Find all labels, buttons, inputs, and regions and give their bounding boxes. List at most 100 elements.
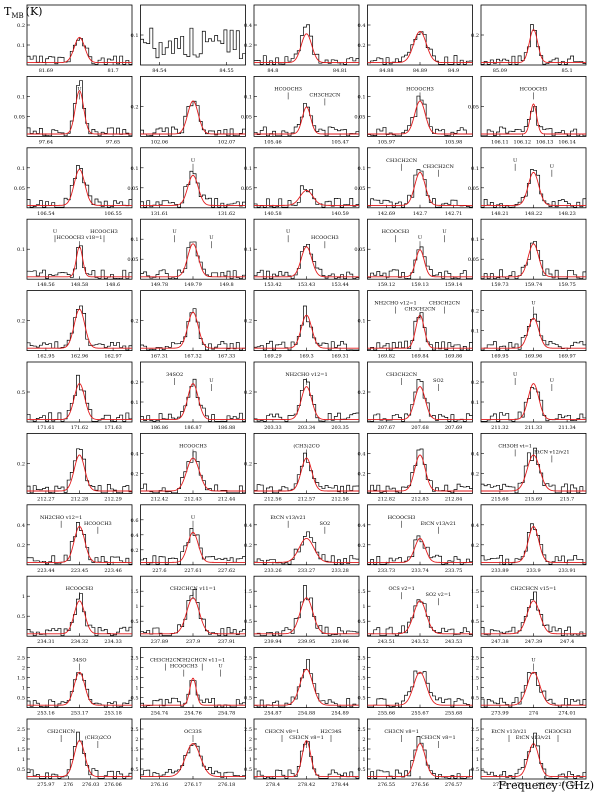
x-tick-label: 153.42: [264, 282, 282, 288]
observed-spectrum: [367, 448, 473, 494]
line-annotation: CH2CHCN v11=1: [179, 658, 225, 664]
x-tick-label: 169.31: [331, 354, 349, 360]
y-tick-label: 1: [135, 604, 138, 610]
y-tick-label: 0.1: [131, 33, 139, 39]
y-tick-label: 0.5: [471, 619, 479, 625]
x-tick-label: 148.23: [558, 211, 576, 217]
x-tick-label: 274: [529, 711, 539, 717]
x-tick-label: 186.88: [218, 425, 236, 431]
y-tick-label: 0.4: [244, 523, 252, 529]
y-tick-label: 0.5: [244, 619, 252, 625]
x-tick-label: 255.67: [411, 711, 429, 717]
y-tick-label: 0.2: [358, 390, 366, 396]
x-tick-label: 153.44: [331, 282, 349, 288]
x-tick-label: 277.53: [558, 782, 576, 788]
x-tick-label: 207.69: [445, 425, 463, 431]
y-tick-label: 1: [362, 604, 365, 610]
spectrum-panel: 0.5 1 1.5 2 2.5 254.74 254.76 254.78 CH3CH2CNHCO…: [131, 647, 246, 717]
y-tick-label: 1: [135, 757, 138, 763]
observed-spectrum: [254, 659, 359, 708]
spectrum-panel: 0.2 207.67 207.68 207.69 CH3CH2CN SO2: [358, 361, 473, 431]
x-tick-label: 102.07: [218, 139, 236, 145]
x-tick-label: 254.88: [298, 711, 316, 717]
spectrum-panel: 0.5 1 1.5 2 2.5 253.16 253.17 253.18 34SO: [17, 647, 133, 717]
model-spectrum: [27, 671, 132, 706]
observed-spectrum: [367, 379, 473, 422]
model-spectrum: [367, 743, 473, 778]
line-annotation: HCOOCH3: [84, 521, 112, 527]
y-tick-label: 1: [476, 604, 479, 610]
y-tick-label: 0.5: [358, 696, 366, 702]
y-tick-label: 0.1: [244, 166, 252, 172]
x-tick-label: 131.62: [218, 211, 236, 217]
x-tick-label: 211.32: [491, 425, 509, 431]
y-tick-label: 0.5: [17, 614, 25, 620]
panel-frame: [26, 718, 133, 780]
x-tick-label: 276.16: [151, 782, 169, 788]
x-tick-label: 239.94: [264, 639, 282, 645]
y-tick-label: 2.5: [244, 727, 252, 733]
panel-frame: [26, 290, 133, 352]
panel-frame: [253, 76, 360, 137]
x-tick-label: 148.22: [525, 211, 543, 217]
y-tick-label: 0.1: [17, 94, 25, 100]
line-annotation: SO2: [433, 378, 444, 384]
panel-frame: [140, 290, 246, 352]
x-tick-label: 233.28: [331, 568, 349, 574]
y-tick-label: 0.2: [131, 380, 139, 386]
spectrum-panel: 0.5 1 1.5 2 2.5 276.16 276.17 276.18 OC33S: [131, 718, 246, 788]
line-annotation: SO2: [320, 521, 331, 527]
model-spectrum: [140, 677, 246, 706]
x-tick-label: 85.1: [562, 68, 573, 74]
line-annotation: CH3CN v8=1: [384, 729, 419, 735]
x-tick-label: 247.4: [560, 639, 574, 645]
line-annotation: SO2 v2=1: [426, 592, 452, 598]
x-tick-label: 223.44: [37, 568, 55, 574]
model-spectrum: [367, 249, 473, 278]
panel-frame: [140, 718, 246, 780]
y-tick-label: 0.5: [131, 696, 139, 702]
line-annotation: U: [550, 378, 554, 384]
x-tick-label: 142.71: [445, 211, 463, 217]
x-tick-label: 247.38: [491, 639, 509, 645]
model-spectrum: [140, 100, 246, 135]
y-tick-label: 1: [135, 686, 138, 692]
observed-spectrum: [140, 743, 246, 778]
y-tick-label: 0.05: [354, 247, 365, 253]
x-tick-label: 233.27: [298, 568, 316, 574]
y-tick-label: 0.05: [468, 186, 479, 192]
spectrum-panel: 0.05 0.1 106.54 106.55: [14, 147, 133, 217]
y-tick-label: 2.5: [131, 727, 139, 733]
x-tick-label: 233.91: [558, 568, 576, 574]
x-tick-label: 253.17: [71, 711, 89, 717]
model-spectrum: [254, 189, 359, 206]
observed-spectrum: [254, 243, 359, 279]
y-tick-label: 2: [362, 737, 365, 743]
panel-frame: [26, 432, 133, 494]
y-tick-label: 1.5: [471, 589, 479, 595]
y-tick-label: 0.1: [131, 237, 139, 243]
line-annotation: CH3CN v8=1: [289, 735, 324, 741]
x-tick-label: 212.43: [184, 496, 202, 502]
model-spectrum: [481, 317, 586, 349]
line-annotation: CH3OCH3: [545, 729, 572, 735]
panel-frame: [480, 718, 587, 780]
model-spectrum: [254, 740, 359, 778]
line-annotation: (CH3)2CO: [85, 734, 111, 741]
x-axis-label: Frequency (GHz): [498, 779, 594, 792]
x-tick-label: 212.58: [331, 496, 349, 502]
x-tick-label: 169.95: [491, 354, 509, 360]
y-tick-label: 0.1: [244, 247, 252, 253]
x-tick-label: 212.83: [411, 496, 429, 502]
y-tick-label: 0.2: [244, 390, 252, 396]
x-tick-label: 212.29: [104, 496, 122, 502]
x-tick-label: 84.81: [333, 68, 347, 74]
line-annotation: HCOOCH3: [170, 664, 198, 670]
x-tick-label: 186.87: [184, 425, 202, 431]
spectrum-panel: 0.2 0.4 212.42 212.43 212.44 HCOOCH3: [131, 432, 246, 502]
model-spectrum: [27, 454, 132, 492]
y-tick-label: 0.2: [131, 471, 139, 477]
x-tick-label: 105.97: [378, 139, 396, 145]
y-tick-label: 0.2: [131, 319, 139, 325]
